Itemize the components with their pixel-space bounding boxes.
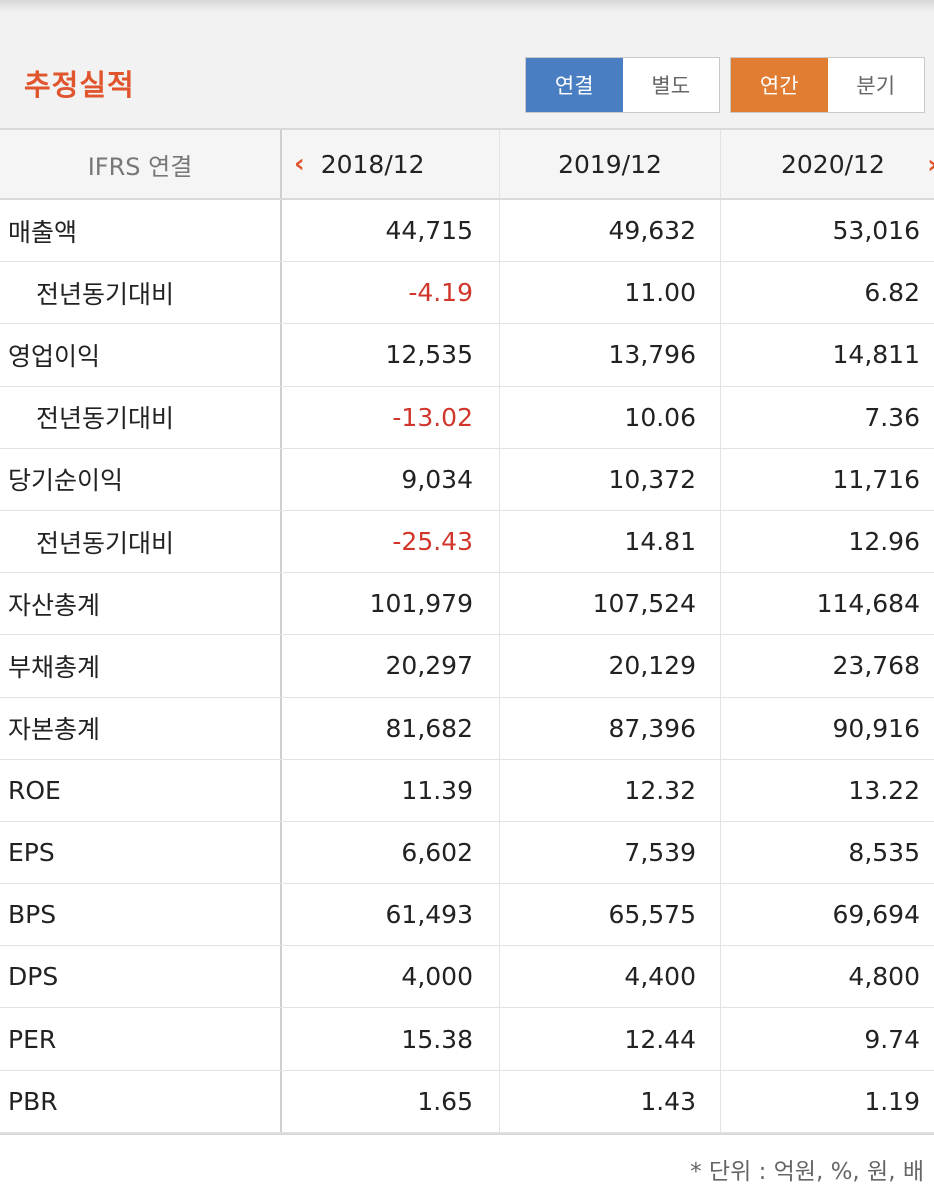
table-row: 부채총계 20,297 20,129 23,768 xyxy=(0,635,934,698)
row-value: 69,694 xyxy=(832,900,920,930)
table-row: BPS 61,493 65,575 69,694 xyxy=(0,884,934,947)
row-value: -4.19 xyxy=(282,262,500,324)
table-row: 매출액 44,715 49,632 53,016 xyxy=(0,200,934,263)
row-value: 12,535 xyxy=(282,324,500,386)
unit-footnote: * 단위 : 억원, %, 원, 배 xyxy=(690,1159,924,1185)
financial-table: IFRS 연결 ‹ 2018/12 2019/12 2020/12 › 매출액4… xyxy=(0,130,934,1135)
row-value: 6.82 xyxy=(864,278,920,308)
row-value: 20,129 xyxy=(500,635,721,697)
row-label: 자산총계 xyxy=(0,573,282,635)
header: 추정실적 연결 별도 연간 분기 xyxy=(0,12,934,130)
annual-button[interactable]: 연간 xyxy=(731,58,828,112)
table-row: PBR 1.65 1.43 1.19 xyxy=(0,1070,934,1133)
top-shadow xyxy=(0,0,934,12)
row-value: 49,632 xyxy=(500,200,721,262)
table-row: 영업이익 12,535 13,796 14,811 xyxy=(0,324,934,387)
row-value: 11,716 xyxy=(832,464,920,494)
row-value: 14,811 xyxy=(832,340,920,370)
row-value: -13.02 xyxy=(282,386,500,448)
row-value: 12.32 xyxy=(500,759,721,821)
table-row: 전년동기대비 -25.43 14.81 12.96 xyxy=(0,510,934,574)
row-label: 전년동기대비 xyxy=(0,510,282,573)
row-value: 23,768 xyxy=(832,651,920,681)
row-value: 81,682 xyxy=(282,697,500,759)
row-value: 12.44 xyxy=(500,1008,721,1070)
row-value: 9.74 xyxy=(864,1024,920,1054)
row-value: 65,575 xyxy=(500,884,721,946)
row-value: 101,979 xyxy=(282,573,500,635)
row-value: 7.36 xyxy=(864,402,920,432)
row-value: 4,800 xyxy=(848,962,920,992)
row-value: 90,916 xyxy=(832,713,920,743)
period-toggle: 연간 분기 xyxy=(730,57,925,113)
row-label: PBR xyxy=(0,1070,282,1132)
row-value: -25.43 xyxy=(282,510,500,573)
chevron-right-icon[interactable]: › xyxy=(927,150,934,180)
row-label: PER xyxy=(0,1008,282,1070)
row-value: 53,016 xyxy=(832,216,920,246)
row-label: BPS xyxy=(0,884,282,946)
row-label: 부채총계 xyxy=(0,635,282,697)
table-row: 전년동기대비 -13.02 10.06 7.36 xyxy=(0,386,934,449)
label-column-header: IFRS 연결 xyxy=(0,130,282,198)
row-value: 10.06 xyxy=(500,386,721,448)
row-value: 20,297 xyxy=(282,635,500,697)
type-toggle: 연결 별도 xyxy=(525,57,720,113)
row-value: 8,535 xyxy=(848,837,920,867)
year-label: 2020/12 xyxy=(781,149,885,179)
row-value: 10,372 xyxy=(500,448,721,510)
year-label: 2018/12 xyxy=(320,149,425,179)
table-row: 당기순이익 9,034 10,372 11,716 xyxy=(0,448,934,511)
row-value: 1.19 xyxy=(864,1086,920,1116)
row-value: 13.22 xyxy=(848,775,920,805)
row-value: 1.43 xyxy=(500,1070,721,1132)
table-header-row: IFRS 연결 ‹ 2018/12 2019/12 2020/12 › xyxy=(0,130,934,200)
row-value: 7,539 xyxy=(500,821,721,884)
row-label: ROE xyxy=(0,759,282,821)
row-value: 4,000 xyxy=(282,946,500,1008)
year-header-1: ‹ 2018/12 xyxy=(282,130,500,198)
consolidated-button[interactable]: 연결 xyxy=(526,58,623,112)
row-value: 11.00 xyxy=(500,262,721,324)
row-value: 9,034 xyxy=(282,448,500,510)
row-value: 44,715 xyxy=(282,200,500,262)
row-value: 6,602 xyxy=(282,821,500,884)
row-value: 11.39 xyxy=(282,759,500,821)
row-value: 13,796 xyxy=(500,324,721,386)
separate-button[interactable]: 별도 xyxy=(622,58,719,112)
table-bottom-border xyxy=(0,1132,934,1135)
table-row: PER 15.38 12.44 9.74 xyxy=(0,1008,934,1071)
row-label: 당기순이익 xyxy=(0,448,282,510)
table-row: DPS 4,000 4,400 4,800 xyxy=(0,946,934,1009)
year-header-3: 2020/12 › xyxy=(721,130,934,198)
table-row: 자산총계 101,979 107,524 114,684 xyxy=(0,573,934,636)
row-value: 61,493 xyxy=(282,884,500,946)
row-value: 107,524 xyxy=(500,573,721,635)
row-label: EPS xyxy=(0,821,282,884)
year-label: 2019/12 xyxy=(558,149,662,179)
row-label: 전년동기대비 xyxy=(0,386,282,448)
table-row: 자본총계 81,682 87,396 90,916 xyxy=(0,697,934,760)
row-value: 87,396 xyxy=(500,697,721,759)
row-label: DPS xyxy=(0,946,282,1008)
table-row: 전년동기대비 -4.19 11.00 6.82 xyxy=(0,262,934,325)
row-value: 14.81 xyxy=(500,510,721,573)
row-value: 1.65 xyxy=(282,1070,500,1132)
row-value: 15.38 xyxy=(282,1008,500,1070)
table-body: 매출액 44,715 49,632 53,016 전년동기대비 -4.19 11.00 6.8… xyxy=(0,200,934,1135)
row-value: 114,684 xyxy=(816,589,920,619)
quarterly-button[interactable]: 분기 xyxy=(827,58,924,112)
row-label: 매출액 xyxy=(0,200,282,262)
table-row: ROE 11.39 12.32 13.22 xyxy=(0,759,934,822)
row-value: 4,400 xyxy=(500,946,721,1008)
chevron-left-icon[interactable]: ‹ xyxy=(294,149,305,179)
row-value: 12.96 xyxy=(848,527,920,557)
row-label: 자본총계 xyxy=(0,697,282,759)
row-label: 전년동기대비 xyxy=(0,262,282,324)
row-label: 영업이익 xyxy=(0,324,282,386)
year-header-2: 2019/12 xyxy=(500,130,721,198)
table-row: EPS 6,602 7,539 8,535 xyxy=(0,821,934,885)
section-title: 추정실적 xyxy=(24,68,135,102)
